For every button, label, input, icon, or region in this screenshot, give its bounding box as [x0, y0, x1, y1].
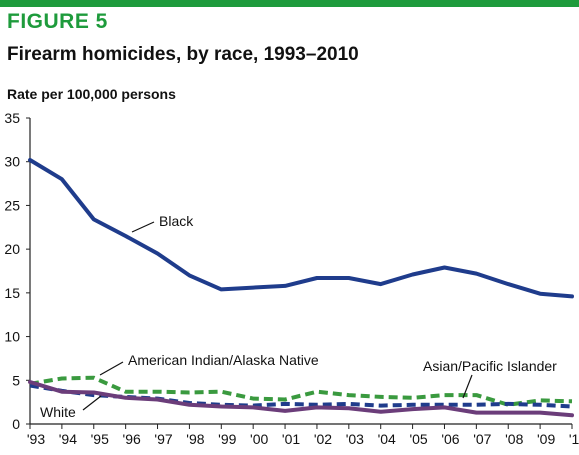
x-tick-label: '04: [378, 431, 396, 447]
figure-label: FIGURE 5: [7, 10, 108, 33]
y-tick-label: 0: [12, 416, 20, 432]
x-tick-label: '93: [27, 431, 45, 447]
leader-white: [82, 395, 102, 411]
x-tick-label: '08: [505, 431, 523, 447]
top-accent-bar: [0, 0, 579, 7]
x-tick-label: '03: [346, 431, 364, 447]
x-tick-label: '07: [473, 431, 491, 447]
x-tick-label: '06: [441, 431, 459, 447]
y-tick-label: 10: [4, 329, 20, 345]
label-white: White: [40, 404, 76, 420]
label-asian-pacific: Asian/Pacific Islander: [423, 358, 557, 374]
y-tick-label: 35: [4, 110, 20, 126]
leader-asian-pacific: [462, 374, 473, 399]
annotations: Black American Indian/Alaska Native Asia…: [40, 213, 557, 420]
leader-american-indian: [99, 361, 124, 376]
x-tick-label: '05: [409, 431, 427, 447]
series-line-white: [28, 380, 574, 418]
label-black: Black: [159, 213, 194, 229]
x-tick-label: '00: [250, 431, 268, 447]
leader-black: [131, 221, 155, 233]
x-tick-label: '02: [314, 431, 332, 447]
x-tick-label: '94: [59, 431, 77, 447]
x-tick-label: '98: [186, 431, 204, 447]
x-tick-label: '95: [91, 431, 109, 447]
x-tick-label: '97: [154, 431, 172, 447]
x-tick-label: '10: [569, 431, 579, 447]
y-axis-title: Rate per 100,000 persons: [7, 86, 176, 102]
series-line-black: [28, 158, 574, 299]
y-tick-label: 20: [4, 241, 20, 257]
y-tick-label: 30: [4, 154, 20, 170]
series-line-american-indian-alaska-native: [29, 375, 573, 407]
label-american-indian: American Indian/Alaska Native: [128, 352, 319, 368]
y-tick-label: 5: [12, 372, 20, 388]
x-tick-label: '09: [537, 431, 555, 447]
x-tick-label: '01: [282, 431, 300, 447]
x-tick-label: '96: [123, 431, 141, 447]
series-lines: [28, 158, 574, 418]
chart-title: Firearm homicides, by race, 1993–2010: [7, 44, 359, 65]
x-tick-label: '99: [218, 431, 236, 447]
y-tick-label: 15: [4, 285, 20, 301]
y-tick-label: 25: [4, 197, 20, 213]
axes: 0 5 10 15 20 25 30 35 '93 '94 '95 '96 '97 '98 '99 '00 '0…: [4, 110, 579, 447]
